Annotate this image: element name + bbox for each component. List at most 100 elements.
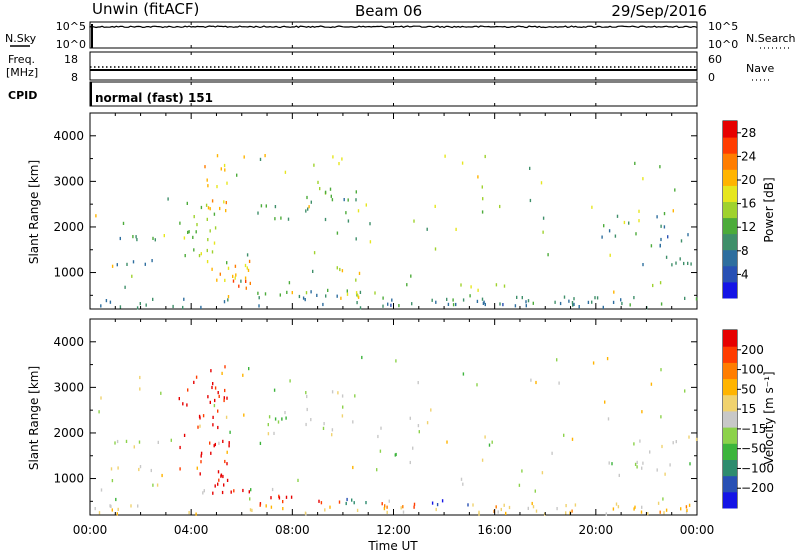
data-cell <box>312 269 314 273</box>
data-cell <box>233 489 235 493</box>
data-cell <box>317 180 319 184</box>
data-cell <box>221 490 224 495</box>
data-cell <box>223 483 225 487</box>
data-cell <box>244 276 247 280</box>
data-cell <box>532 505 535 509</box>
data-cell <box>203 489 205 493</box>
data-cell <box>170 438 172 442</box>
data-cell <box>183 236 186 240</box>
data-cell <box>297 478 299 482</box>
data-cell <box>199 416 201 420</box>
data-cell <box>196 466 198 470</box>
data-cell <box>226 396 228 400</box>
nave-tick-top: 60 <box>708 53 722 66</box>
data-cell <box>412 446 414 450</box>
data-cell <box>356 301 358 305</box>
data-cell <box>402 510 405 514</box>
y-tick-label: 2000 <box>53 220 84 234</box>
data-cell <box>596 296 599 300</box>
data-cell <box>663 212 666 216</box>
data-cell <box>183 433 186 437</box>
data-cell <box>686 508 688 512</box>
data-cell <box>131 274 133 278</box>
data-cell <box>258 304 260 308</box>
data-cell <box>214 398 216 403</box>
data-cell <box>251 508 253 512</box>
data-cell <box>650 382 653 386</box>
data-cell <box>336 294 338 298</box>
data-cell <box>198 254 201 258</box>
data-cell <box>621 301 623 306</box>
data-cell <box>434 204 436 208</box>
data-cell <box>571 301 574 305</box>
data-cell <box>310 200 312 204</box>
data-cell <box>320 501 323 505</box>
data-cell <box>688 435 690 439</box>
data-cell <box>386 505 388 509</box>
data-cell <box>210 369 212 373</box>
data-cell <box>343 198 345 202</box>
data-cell <box>111 479 114 483</box>
data-cell <box>660 368 662 372</box>
data-cell <box>514 304 517 308</box>
data-cell <box>172 304 174 309</box>
data-cell <box>352 465 354 470</box>
data-cell <box>491 440 493 444</box>
data-cell <box>413 505 415 509</box>
data-cell <box>675 440 677 444</box>
data-cell <box>355 291 358 295</box>
data-cell <box>341 414 344 418</box>
data-cell <box>220 167 222 171</box>
data-cell <box>409 416 411 420</box>
x-tick-label: 12:00 <box>376 523 411 537</box>
data-cell <box>406 283 408 287</box>
data-cell <box>200 252 202 256</box>
data-cell <box>531 501 533 506</box>
data-cell <box>223 163 226 168</box>
data-cell <box>446 297 448 301</box>
data-cell <box>591 205 593 209</box>
data-cell <box>225 201 227 205</box>
data-cell <box>284 411 286 415</box>
data-cell <box>236 173 238 177</box>
data-cell <box>365 501 367 505</box>
x-axis-label: Time UT <box>367 539 418 553</box>
data-cell <box>207 184 209 188</box>
data-cell <box>505 511 507 515</box>
data-cell <box>340 296 342 300</box>
freq-panel: Freq. [MHz] 18 8 60 0 Nave <box>6 51 774 84</box>
data-cell <box>199 424 201 428</box>
data-cell <box>304 298 306 302</box>
data-cell <box>222 439 224 443</box>
data-cell <box>495 505 497 509</box>
data-cell <box>660 224 662 228</box>
data-cell <box>126 262 128 266</box>
data-cell <box>213 241 216 245</box>
data-cell <box>212 491 214 495</box>
data-cell <box>225 209 227 213</box>
data-cell <box>623 220 626 225</box>
x-tick-label: 04:00 <box>174 523 209 537</box>
data-cell <box>434 247 437 251</box>
data-cell <box>100 304 102 308</box>
data-cell <box>273 431 275 435</box>
data-cell <box>390 303 392 307</box>
data-cell <box>481 458 484 462</box>
data-cell <box>499 302 501 306</box>
data-cell <box>435 300 437 304</box>
data-cell <box>111 264 114 268</box>
data-cell <box>316 293 318 297</box>
data-cell <box>336 231 339 235</box>
data-cell <box>238 284 240 288</box>
data-cell <box>329 187 332 191</box>
data-cell <box>213 444 215 448</box>
data-cell <box>376 468 378 472</box>
data-cell <box>157 440 159 444</box>
data-cell <box>685 510 688 514</box>
data-cell <box>354 394 356 398</box>
data-cell <box>616 214 619 218</box>
data-cell <box>482 197 484 201</box>
data-cell <box>607 417 610 421</box>
data-cell <box>452 303 455 307</box>
data-cell <box>382 304 384 308</box>
